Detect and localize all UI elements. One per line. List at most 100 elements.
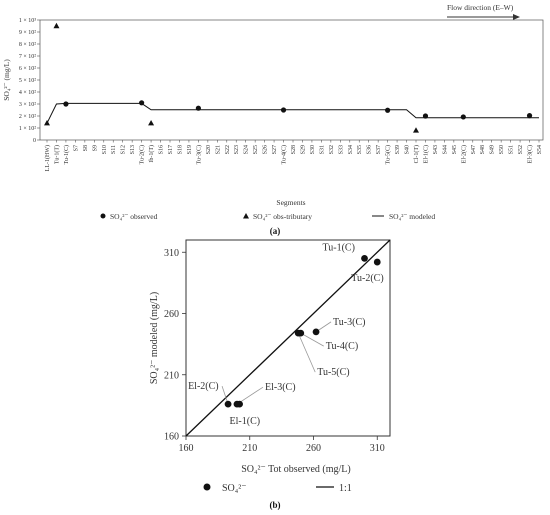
a-x-tick-label: S29 xyxy=(300,145,306,154)
a-x-tick-label: Tu-3(C) xyxy=(195,145,202,164)
b-point-tu-5-c xyxy=(294,329,302,337)
a-x-tick-label: S37 xyxy=(376,145,382,154)
a-x-tick-label: S44 xyxy=(442,145,448,154)
legend-observed-label: SO₄²⁻ observed xyxy=(110,212,158,221)
a-x-tick-label: El-2(C) xyxy=(460,145,467,163)
a-y-tick-label: 4 × 10² xyxy=(19,90,36,96)
panel-b-y-ticks: 160 210 260 310 xyxy=(164,248,186,443)
a-y-tick-label: 9 × 10² xyxy=(19,30,36,36)
a-x-tick-label: S54 xyxy=(537,145,543,154)
a-y-tick-label: 2 × 10² xyxy=(19,114,36,120)
a-x-tick-label: S12 xyxy=(121,145,127,154)
a-x-tick-label: S48 xyxy=(480,145,486,154)
a-x-tick-label: S35 xyxy=(357,145,363,154)
a-observed-point-tu-4-c xyxy=(280,107,287,113)
a-y-tick-label: 6 × 10² xyxy=(19,66,36,72)
b-y-tick-label: 260 xyxy=(164,309,179,320)
a-modeled-line xyxy=(46,102,539,124)
b-point-el-2-c xyxy=(224,400,232,408)
a-x-tick-label: S24 xyxy=(244,145,250,154)
a-x-tick-label: S18 xyxy=(177,145,183,154)
panel-a-y-ticks: 0 1 × 10² 2 × 10² 3 × 10² 4 × 10² 5 × 10² 6 × … xyxy=(19,18,40,144)
b-x-tick-label: 160 xyxy=(179,443,194,454)
panel-b-chart: 160 210 260 310 160 210 260 310 SO₄²⁻ modeled … xyxy=(149,239,391,510)
a-x-tick-label: LL-1(HW) xyxy=(44,145,51,171)
a-x-tick-label: S19 xyxy=(187,145,193,154)
panel-b-plot-frame xyxy=(185,239,391,437)
b-point-tu-3-c xyxy=(312,328,320,336)
panel-b-label: (b) xyxy=(270,500,281,510)
a-observed-point-tu-1-c xyxy=(63,101,69,107)
flow-direction-label: Flow direction (E–W) xyxy=(447,3,514,12)
panel-a-label: (a) xyxy=(270,226,281,236)
a-tributary-point-tu-1-t xyxy=(53,22,60,29)
a-tributary-point-cl-1-t xyxy=(413,127,419,133)
panel-a-modeled-series xyxy=(46,102,539,124)
b-point-label-tu-1-c: Tu-1(C) xyxy=(323,242,355,253)
panel-b-legend: SO₄²⁻ 1:1 xyxy=(203,483,352,494)
a-observed-point-el-3-c xyxy=(526,113,533,119)
a-x-tick-label: S26 xyxy=(263,145,269,154)
a-y-tick-label: 8 × 10² xyxy=(19,42,36,48)
a-x-tick-label: S34 xyxy=(348,145,354,154)
a-x-tick-label: S43 xyxy=(433,145,439,154)
panel-a-tributary-series xyxy=(44,22,419,133)
b-y-tick-label: 210 xyxy=(164,370,179,381)
b-leader-tu-4-c xyxy=(300,332,324,347)
panel-b-y-axis-label: SO₄²⁻ modeled (mg/L) xyxy=(149,292,160,384)
b-point-tu-1-c xyxy=(361,254,368,262)
a-y-tick-label: 7 × 10² xyxy=(19,54,36,60)
a-x-tick-label: S8 xyxy=(83,145,89,151)
a-x-tick-label: S50 xyxy=(499,145,505,154)
panel-b-points xyxy=(224,254,381,408)
b-point-label-el-2-c: El-2(C) xyxy=(188,381,219,392)
legend-tributary-marker-icon xyxy=(243,213,249,219)
a-x-tick-label: S49 xyxy=(490,145,496,154)
b-point-label-tu-4-c: Tu-4(C) xyxy=(326,341,358,352)
a-x-tick-label: S23 xyxy=(234,145,240,154)
a-x-tick-label: S20 xyxy=(206,145,212,154)
legend-line-label: 1:1 xyxy=(339,483,352,494)
b-point-label-el-3-c: El-3(C) xyxy=(265,382,296,393)
legend-tributary-label: SO₄²⁻ obs-tributary xyxy=(253,212,312,221)
a-x-tick-label: Tu-1(T) xyxy=(53,145,60,164)
b-one-to-one-line xyxy=(185,239,391,437)
a-x-tick-label: S31 xyxy=(319,145,325,154)
b-leader-tu-5-c xyxy=(297,332,316,373)
a-observed-point-tu-2-c xyxy=(139,100,145,106)
a-x-tick-label: S22 xyxy=(225,145,231,154)
a-x-tick-label: Tu-2(C) xyxy=(139,145,146,164)
a-x-tick-label: S11 xyxy=(111,145,117,154)
legend-points-label: SO₄²⁻ xyxy=(222,483,247,494)
panel-a-observed-series xyxy=(63,100,533,120)
a-y-tick-label: 3 × 10² xyxy=(19,102,36,108)
panel-b-x-ticks: 160 210 260 310 xyxy=(179,436,385,454)
a-x-tick-label: S17 xyxy=(168,145,174,154)
a-tributary-point-ll-1-hw xyxy=(44,120,50,126)
a-x-tick-label: Tu-5(C) xyxy=(385,145,392,164)
legend-observed-marker-icon xyxy=(100,213,106,219)
panel-a-x-axis-label: Segments xyxy=(276,198,305,207)
a-x-tick-label: Cl-1(T) xyxy=(413,145,420,163)
a-x-tick-label: El-3(C) xyxy=(527,145,534,163)
panel-b-annotations: Tu-1(C) Tu-2(C) Tu-3(C) Tu-4(C) Tu-5(C) El-1(… xyxy=(188,242,384,427)
b-point-label-el-1-c: El-1(C) xyxy=(230,416,261,427)
b-y-tick-label: 160 xyxy=(164,432,179,443)
b-x-tick-label: 310 xyxy=(370,443,385,454)
a-x-tick-label: S27 xyxy=(272,145,278,154)
a-x-tick-label: Tu-4(C) xyxy=(281,145,288,164)
a-x-tick-label: S36 xyxy=(367,145,373,154)
a-observed-point-el-1-c xyxy=(422,113,429,119)
panel-a-plot-frame xyxy=(39,19,544,141)
a-y-tick-label: 1 × 10² xyxy=(19,126,36,132)
a-observed-point-tu-5-c xyxy=(385,107,391,113)
a-x-tick-label: S32 xyxy=(329,145,335,154)
b-point-label-tu-2-c: Tu-2(C) xyxy=(351,273,383,284)
b-point-label-tu-3-c: Tu-3(C) xyxy=(333,317,365,328)
legend-points-marker-icon xyxy=(203,483,211,491)
a-observed-point-el-2-c xyxy=(460,114,466,120)
a-x-tick-label: S13 xyxy=(130,145,136,154)
panel-a-chart: 0 1 × 10² 2 × 10² 3 × 10² 4 × 10² 5 × 10² 6 × … xyxy=(2,3,544,236)
a-x-tick-label: S40 xyxy=(405,145,411,154)
